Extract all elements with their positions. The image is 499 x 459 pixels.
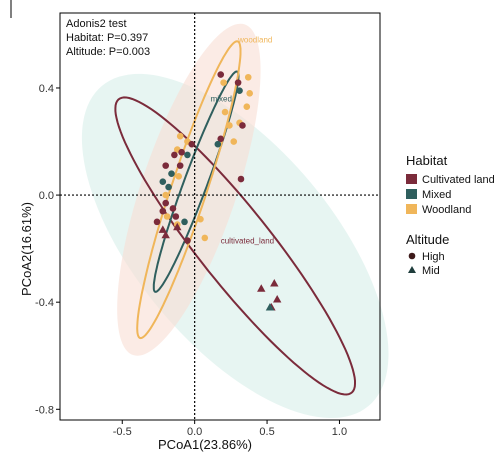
data-point-circle [230,138,238,145]
data-point-circle [221,108,229,116]
ellipse-outlines [114,40,356,396]
y-tick-label: -0.4 [35,297,54,309]
ellipse-label-cultivated: cultivated_land [221,236,274,245]
data-point-circle [197,215,204,223]
data-point-circle [172,213,180,220]
legend-altitude-title: Altitude [406,232,449,247]
data-point-triangle [270,278,279,287]
ellipse-fill-woodland [117,23,261,356]
ellipse-label-mixed: mixed [211,94,232,103]
data-point-circle [176,162,184,169]
legend-label-woodland: Woodland [422,204,471,216]
data-point-circle [169,205,177,212]
ellipse-outline-woodland [136,40,242,340]
legend-label-mid: Mid [422,265,440,277]
ellipse-labels: woodland mixed cultivated_land [211,35,275,245]
y-axis-title: PCoA2(16.61%) [19,202,34,296]
ellipse-outline-cultivated-land [114,96,356,396]
legend-label-mixed: Mixed [422,189,451,201]
x-tick-label: 0.0 [187,426,202,438]
data-point-circle [234,79,242,86]
legend-label-cultivated: Cultivated land [422,174,495,186]
data-point-circle [226,122,233,129]
data-point-circle [165,183,172,191]
y-tick-label: 0.4 [39,83,54,95]
data-point-circle [244,73,252,81]
x-tick-label: 1.0 [332,426,347,438]
y-axis-ticks: 0.4 0.0 -0.4 -0.8 [35,83,60,416]
legend-circle-icon [408,252,416,260]
data-point-triangle [257,284,266,292]
annotation-altitude: Altitude: P=0.003 [66,46,150,58]
legend-triangle-icon [408,266,416,273]
plot-border [59,12,381,421]
data-point-circle [201,234,209,242]
data-point-triangle [161,230,170,239]
x-tick-label: -0.5 [113,426,132,438]
data-point-circle [175,173,183,180]
data-point-circle [243,103,251,111]
reference-lines [60,13,380,420]
data-point-triangle [173,222,182,231]
data-point-triangle [158,225,168,233]
data-point-circle [181,218,188,226]
data-point-circle [246,90,253,97]
data-point-circle [178,148,185,156]
data-point-circle [171,151,178,159]
data-point-circle [184,237,191,244]
data-point-circle [163,213,171,220]
legend-swatch-cultivated [406,174,417,184]
annotation-habitat: Habitat: P=0.397 [66,32,148,44]
data-point-circle [176,132,184,140]
data-point-circle [239,122,246,129]
legend-habitat-title: Habitat [406,153,448,168]
data-point-circle [162,162,170,169]
legend-label-high: High [422,251,445,263]
data-point-circle [220,79,227,86]
x-axis-title: PCoA1(23.86%) [158,437,252,452]
data-point-circle [159,178,167,185]
y-tick-label: -0.8 [35,404,54,416]
data-point-circle [162,191,170,199]
data-point-circle [237,175,245,183]
data-point-circle [168,170,175,177]
data-point-circle [153,218,161,226]
data-point-circle [236,87,243,94]
ellipse-label-woodland: woodland [237,35,272,44]
data-point-triangle [265,303,275,311]
plot-area: woodland mixed cultivated_land -0.5 0.0 0.… [35,12,389,438]
data-point-triangle [272,295,282,303]
data-point-circle [159,207,167,215]
annotation-title: Adonis2 test [66,18,127,30]
x-tick-label: 0.5 [259,426,274,438]
points-layer [153,71,282,311]
data-point-circle [188,140,196,148]
legend-swatch-woodland [406,204,417,214]
legend: Habitat Cultivated land Mixed Woodland A… [406,153,495,277]
data-point-circle [217,71,225,78]
x-axis-ticks: -0.5 0.0 0.5 1.0 [113,420,347,438]
ellipse-fills [81,23,389,418]
legend-swatch-mixed [406,189,417,199]
data-point-circle [214,140,222,148]
data-point-circle [184,151,191,159]
data-point-circle [217,135,225,143]
y-tick-label: 0.0 [39,190,54,202]
data-point-circle [162,199,170,207]
